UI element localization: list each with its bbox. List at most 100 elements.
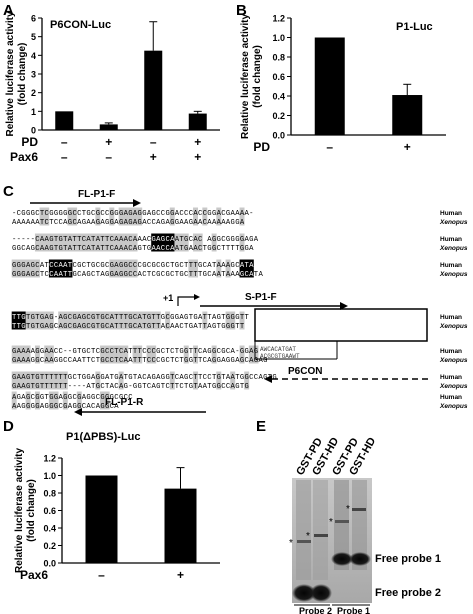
seq-conserved [21,354,26,364]
seq-base: T [54,383,59,391]
seq-base: C [147,348,152,356]
seq-conserved [137,345,143,355]
seq-base: A [114,245,119,253]
seq-base: C [133,323,138,331]
seq-base: G [128,219,132,227]
seq-conserved [62,242,68,252]
seq-highlight [67,259,73,269]
seq-base: T [49,219,54,227]
seq-conserved [34,233,40,243]
seq-conserved [76,391,82,401]
seq-base: G [156,383,160,391]
seq-conserved [225,320,231,330]
seq-conserved [72,207,78,217]
seq-conserved [109,242,115,252]
seq-base: C [68,314,73,322]
seq-base: G [31,245,35,253]
seq-base: G [17,394,21,402]
seq-base: A [119,245,124,253]
seq-base: C [165,383,170,391]
seq-conserved [132,259,138,269]
seq-base: G [212,323,216,331]
seq-conserved [67,233,73,243]
seq-base: T [133,348,138,356]
seq-conserved [25,311,31,321]
seq-base: A [217,210,222,218]
gel-lane-1 [296,480,311,580]
s-p1-f-label: S-P1-F [245,292,277,303]
seq-conserved [118,320,124,330]
condition-label: – [98,568,105,582]
seq-conserved [53,371,59,381]
seq-base: G [63,323,67,331]
seq-base: - [21,236,25,244]
seq-base: G [128,374,132,382]
seq-conserved [193,380,198,390]
seq-conserved [95,207,101,217]
seq-base: A [254,236,259,244]
seq-base: C [91,271,96,279]
seq-conserved [151,345,157,355]
seq-base: T [240,323,245,331]
p6con-consensus-bottom: ACGCGTGAAWT [260,353,300,360]
seq-base: G [21,262,25,270]
seq-base: G [49,245,53,253]
seq-base: C [35,210,40,218]
seq-base: T [193,357,198,365]
seq-base: G [82,374,86,382]
seq-base: T [72,245,77,253]
seq-conserved [146,345,152,355]
seq-base: A [193,210,198,218]
seq-base: G [54,394,58,402]
seq-conserved [123,207,129,217]
seq-base: T [31,383,36,391]
seq-base: A [21,357,26,365]
seq-base: T [40,374,45,382]
seq-base: C [72,219,77,227]
seq-base: A [212,219,217,227]
seq-conserved [132,311,138,321]
seq-base: G [245,245,249,253]
seq-base: G [235,383,239,391]
seq-base: C [86,348,91,356]
seq-base: A [91,219,96,227]
seq-conserved [25,320,31,330]
seq-base: T [231,245,236,253]
seq-conserved [62,391,68,401]
seq-highlight [155,233,161,243]
seq-base: G [54,210,58,218]
seq-base: C [96,394,101,402]
seq-base: A [17,383,22,391]
seq-base: G [156,348,160,356]
seq-base: G [12,383,16,391]
seq-base: C [189,210,194,218]
seq-base: A [193,245,198,253]
seq-base: C [133,271,138,279]
seq-base: T [245,314,250,322]
seq-base: A [110,314,115,322]
seq-base: C [35,245,40,253]
seq-base: A [119,236,124,244]
condition-label: – [61,135,68,149]
seq-conserved [104,242,110,252]
seq-base: C [184,210,189,218]
seq-base: G [240,245,244,253]
seq-conserved [248,345,254,355]
seq-conserved [132,233,138,243]
seq-base: C [133,314,138,322]
seq-base: A [193,219,198,227]
seq-base: G [59,357,63,365]
seq-conserved [44,354,50,364]
seq-base: C [189,374,194,382]
seq-conserved [86,320,92,330]
seq-base: A [96,236,101,244]
seq-conserved [104,320,110,330]
species-xenopus: Xenopus [439,271,468,278]
seq-base: A [235,271,240,279]
seq-base: G [31,357,35,365]
seq-base: T [119,323,124,331]
seq-base: G [128,323,132,331]
seq-base: C [152,348,157,356]
y-tick-label: 1.0 [272,33,285,43]
seq-base: G [240,348,244,356]
